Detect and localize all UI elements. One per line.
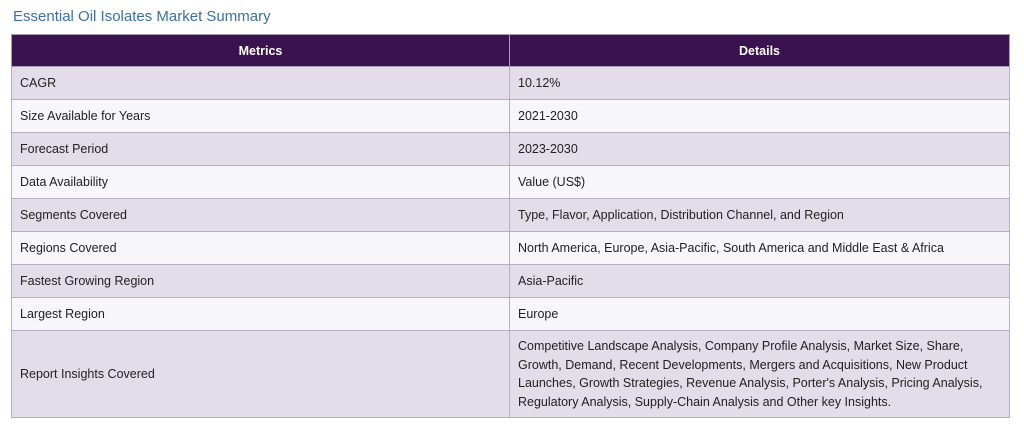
metric-cell: Regions Covered <box>11 231 510 265</box>
detail-cell: Europe <box>509 297 1010 331</box>
table-row-largest-region: Largest Region Europe <box>11 297 1010 331</box>
metric-cell: Fastest Growing Region <box>11 264 510 298</box>
table-row-report-insights: Report Insights Covered Competitive Land… <box>11 330 1010 418</box>
table-row-size-years: Size Available for Years 2021-2030 <box>11 99 1010 133</box>
detail-cell: 10.12% <box>509 66 1010 100</box>
detail-cell: 2021-2030 <box>509 99 1010 133</box>
market-summary-table: Metrics Details CAGR 10.12% Size Availab… <box>11 34 1010 418</box>
metric-cell: Segments Covered <box>11 198 510 232</box>
detail-cell: Type, Flavor, Application, Distribution … <box>509 198 1010 232</box>
table-header-row: Metrics Details <box>11 34 1010 67</box>
metric-cell: CAGR <box>11 66 510 100</box>
metric-cell: Largest Region <box>11 297 510 331</box>
detail-cell: 2023-2030 <box>509 132 1010 166</box>
table-row-regions-covered: Regions Covered North America, Europe, A… <box>11 231 1010 265</box>
metric-cell: Forecast Period <box>11 132 510 166</box>
table-row-data-availability: Data Availability Value (US$) <box>11 165 1010 199</box>
metric-cell: Data Availability <box>11 165 510 199</box>
metric-cell: Report Insights Covered <box>11 330 510 418</box>
detail-cell: Value (US$) <box>509 165 1010 199</box>
table-row-cagr: CAGR 10.12% <box>11 66 1010 100</box>
metric-cell: Size Available for Years <box>11 99 510 133</box>
details-column-header: Details <box>509 34 1010 67</box>
detail-cell: North America, Europe, Asia-Pacific, Sou… <box>509 231 1010 265</box>
metrics-column-header: Metrics <box>11 34 510 67</box>
table-row-forecast-period: Forecast Period 2023-2030 <box>11 132 1010 166</box>
table-row-fastest-growing-region: Fastest Growing Region Asia-Pacific <box>11 264 1010 298</box>
detail-cell: Competitive Landscape Analysis, Company … <box>509 330 1010 418</box>
page-title: Essential Oil Isolates Market Summary <box>13 8 271 25</box>
table-row-segments-covered: Segments Covered Type, Flavor, Applicati… <box>11 198 1010 232</box>
detail-cell: Asia-Pacific <box>509 264 1010 298</box>
